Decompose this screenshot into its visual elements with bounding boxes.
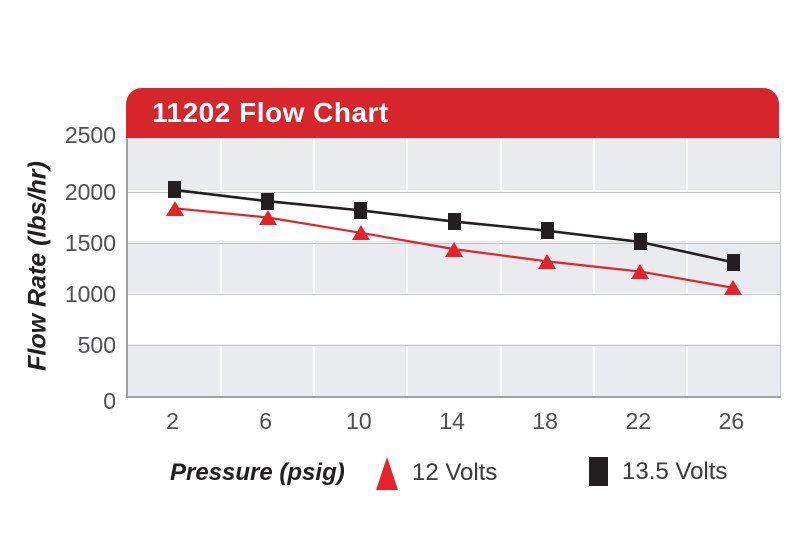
x-tick-label: 22 — [625, 408, 652, 434]
x-tick-label: 14 — [439, 408, 465, 434]
data-point-13-5-volts — [447, 213, 461, 231]
square-legend-icon — [589, 457, 608, 486]
vertical-gridline — [406, 138, 409, 396]
legend-item-13-5-volts: 13.5 Volts — [589, 457, 727, 486]
grid-band — [128, 344, 780, 396]
x-tick-label: 6 — [259, 408, 273, 434]
y-tick-label: 0 — [103, 388, 116, 414]
legend-label-12-volts: 12 Volts — [412, 458, 498, 486]
y-tick-label: 500 — [77, 332, 116, 358]
grid-band — [128, 292, 780, 345]
vertical-gridline — [313, 138, 316, 396]
x-tick-label: 18 — [532, 408, 558, 434]
triangle-legend-icon — [376, 457, 398, 490]
chart-title-banner: 11202 Flow Chart — [126, 88, 779, 138]
data-point-13-5-volts — [540, 222, 554, 240]
data-point-12-volts — [165, 200, 184, 216]
data-point-12-volts — [724, 280, 743, 296]
y-tick-label: 2500 — [64, 122, 116, 148]
data-point-13-5-volts — [354, 201, 368, 219]
x-axis-title: Pressure (psig) — [170, 459, 345, 486]
vertical-gridline — [685, 138, 688, 396]
grid-band — [128, 138, 780, 190]
series-lines — [174, 188, 734, 289]
horizontal-gridline — [128, 345, 780, 346]
vertical-gridline — [499, 138, 502, 396]
data-point-12-volts — [351, 225, 370, 241]
data-point-12-volts — [445, 241, 463, 257]
legend-item-12-volts: 12 Volts — [376, 455, 497, 490]
data-point-12-volts — [538, 253, 557, 269]
y-tick-label: 1000 — [64, 281, 116, 307]
vertical-gridline — [220, 138, 223, 396]
data-point-12-volts — [631, 264, 650, 280]
data-point-12-volts — [258, 210, 277, 225]
data-point-13-5-volts — [726, 253, 740, 271]
x-tick-label: 10 — [346, 408, 372, 434]
horizontal-gridline — [128, 192, 780, 193]
chart-title: 11202 Flow Chart — [152, 97, 389, 128]
y-tick-label: 2000 — [64, 179, 116, 205]
data-point-13-5-volts — [261, 192, 275, 210]
x-tick-label: 2 — [166, 408, 179, 434]
legend-label-13-5-volts: 13.5 Volts — [622, 457, 728, 485]
data-point-13-5-volts — [168, 181, 182, 199]
x-tick-label: 26 — [718, 408, 745, 434]
horizontal-gridline — [128, 294, 780, 295]
data-point-13-5-volts — [633, 233, 647, 251]
y-tick-label: 1500 — [64, 230, 116, 256]
plot-area — [126, 138, 781, 398]
